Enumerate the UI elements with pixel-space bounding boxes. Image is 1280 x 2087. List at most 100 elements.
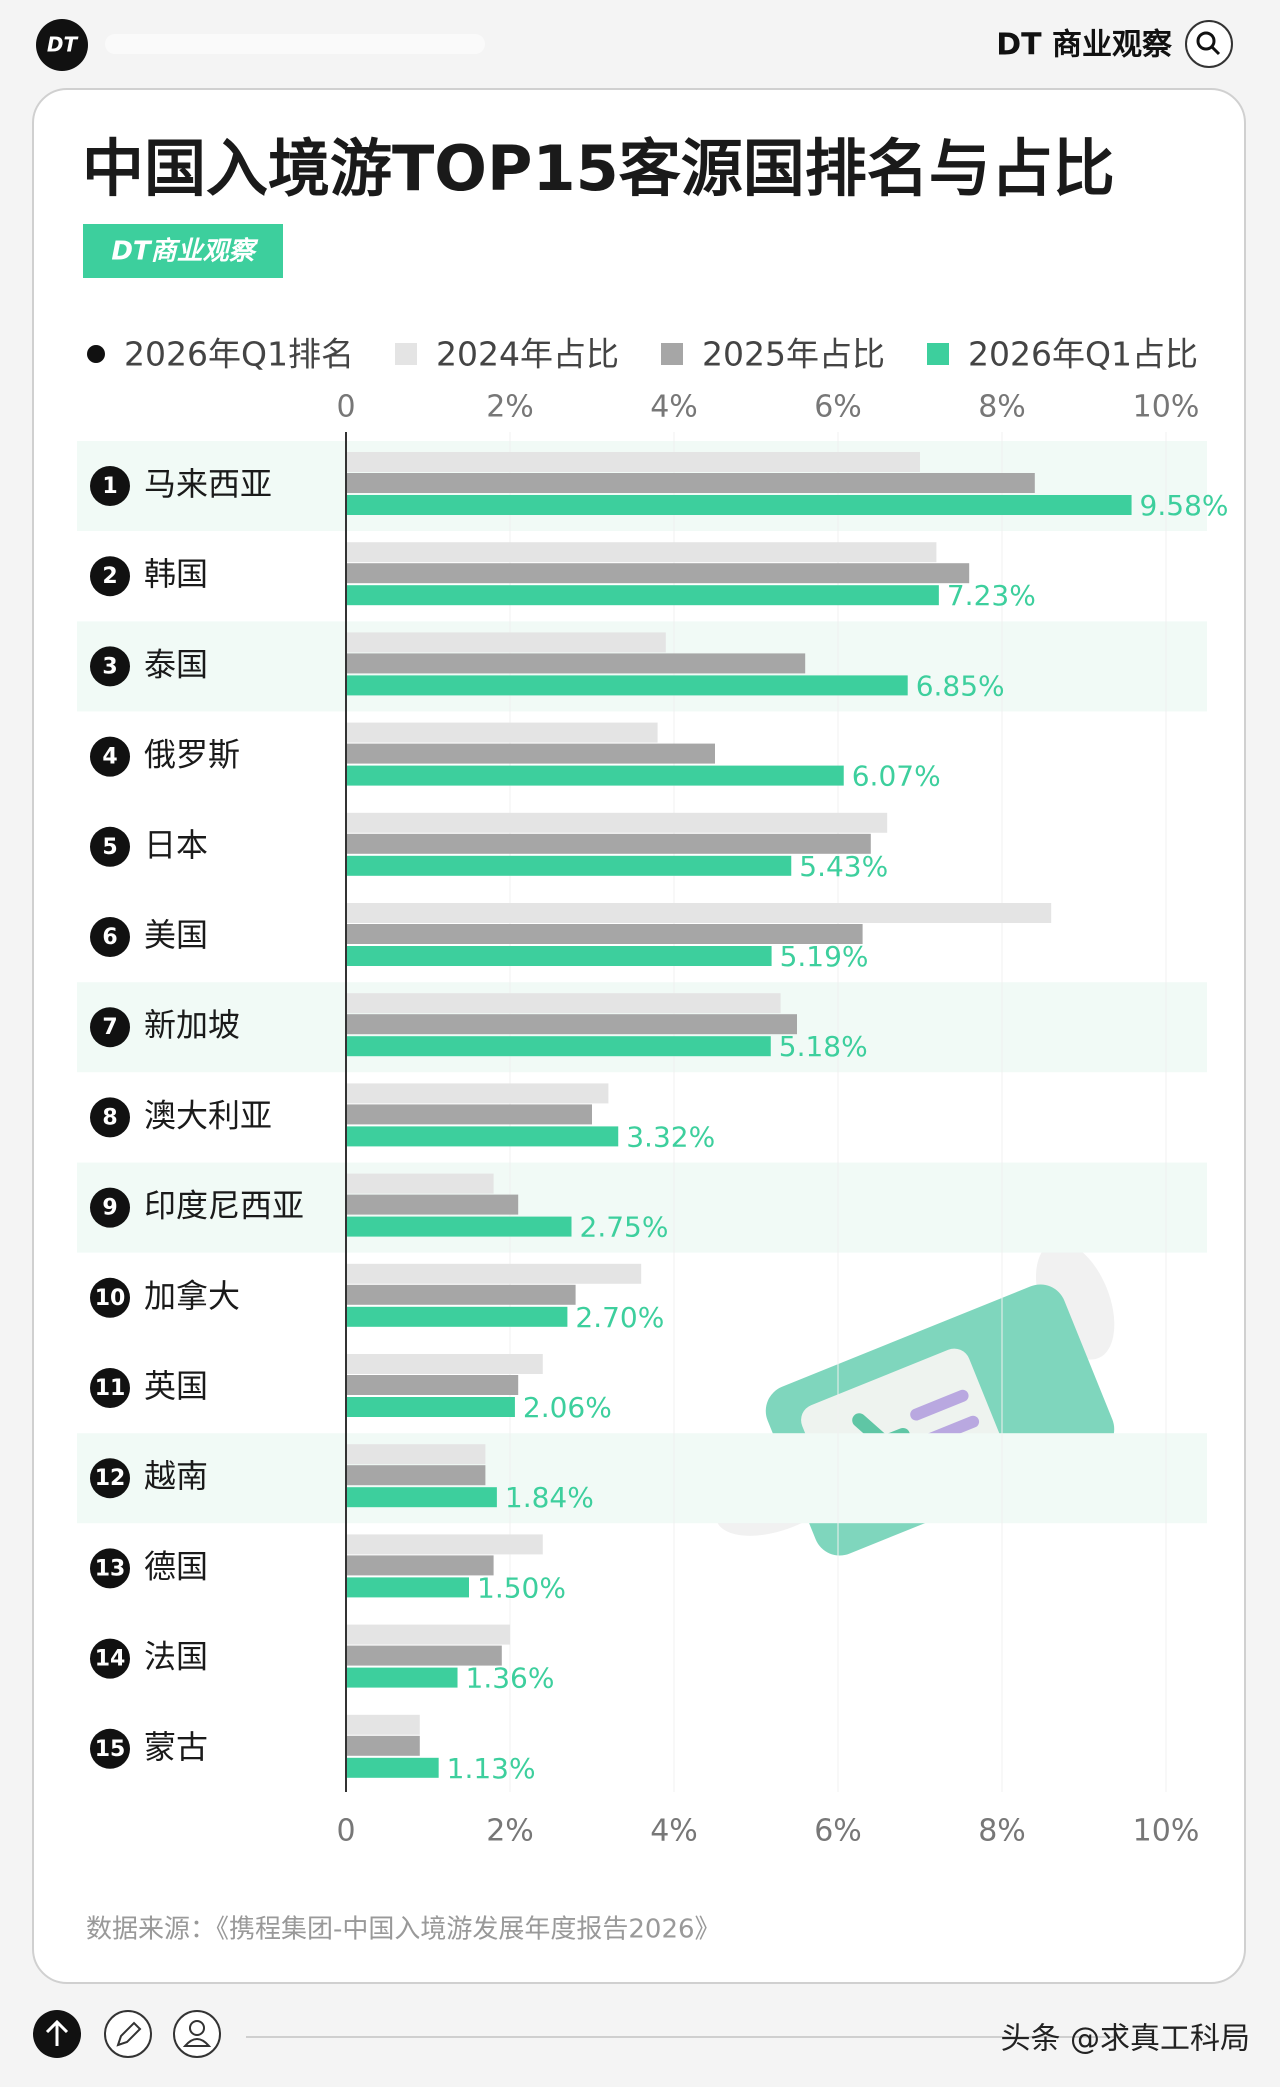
rank: 9: [102, 1196, 117, 1221]
bar: [346, 855, 792, 876]
ticket-line: [910, 1389, 969, 1421]
bar: [346, 833, 871, 854]
rank: 4: [102, 745, 117, 770]
app-logo[interactable]: [36, 19, 88, 71]
x-tick-label: 8%: [978, 1814, 1026, 1849]
x-tick-label: 0: [336, 390, 355, 425]
rank: 7: [102, 1015, 117, 1040]
y-tick-label: 马来西亚: [144, 465, 272, 503]
rank-badge: [90, 1548, 130, 1589]
bar: [346, 993, 781, 1014]
x-tick-label: 4%: [650, 1814, 698, 1849]
user-icon: [189, 2020, 205, 2036]
value-label: 2.70%: [575, 1301, 664, 1334]
value-label: 1.36%: [466, 1662, 555, 1695]
value-label: 2.75%: [580, 1211, 669, 1244]
rank-badge: [90, 1187, 130, 1228]
value-label: 5.43%: [799, 850, 888, 883]
y-tick-label: 蒙古: [144, 1728, 208, 1766]
search-icon: [1210, 45, 1221, 56]
x-tick-label: 10%: [1133, 390, 1200, 425]
value-label: 3.32%: [626, 1120, 715, 1153]
y-tick-label: 日本: [144, 826, 208, 864]
bar: [346, 1577, 469, 1598]
bar: [346, 1624, 510, 1645]
bar: [346, 495, 1132, 515]
value-label: 5.19%: [780, 940, 869, 973]
y-tick-label: 俄罗斯: [144, 736, 240, 774]
rank-badge: [90, 1277, 130, 1318]
pencil-icon: [116, 2021, 142, 2047]
bar: [346, 1173, 494, 1194]
bar: [346, 473, 1035, 493]
bar: [346, 585, 939, 606]
rank-badge: [90, 736, 130, 777]
row-band: [77, 1162, 1207, 1253]
legend-label: 2026年Q1排名: [124, 335, 354, 374]
bar: [346, 1444, 486, 1465]
rank-badge: [90, 1007, 130, 1048]
x-tick-label: 10%: [1133, 1814, 1200, 1849]
bar: [346, 1126, 619, 1147]
bar: [346, 1194, 519, 1215]
legend-label: 2026年Q1占比: [968, 335, 1198, 374]
value-label: 2.06%: [523, 1391, 612, 1424]
rank-badge: [90, 1638, 130, 1679]
value-label: 6.07%: [852, 760, 941, 793]
rank: 14: [95, 1647, 126, 1672]
chart-title: 中国入境游TOP15客源国排名与占比: [82, 132, 1115, 205]
bar: [346, 1667, 458, 1688]
rank-badge: [90, 466, 130, 506]
rank: 10: [95, 1286, 126, 1311]
y-tick-label: 泰国: [144, 645, 208, 683]
bar: [346, 1104, 592, 1125]
x-tick-label: 8%: [978, 390, 1026, 425]
bar: [346, 946, 772, 966]
rank: 1: [102, 474, 117, 499]
bar: [346, 1555, 494, 1576]
rank-badge: [90, 1368, 130, 1408]
legend-swatch: [927, 343, 949, 365]
bar: [346, 632, 666, 653]
bar: [346, 653, 806, 674]
source: 数据来源：《携程集团-中国入境游发展年度报告2026》: [86, 1915, 721, 1945]
bar: [346, 1306, 568, 1327]
bar: [346, 452, 920, 472]
bar: [346, 563, 970, 584]
bar: [346, 1375, 519, 1395]
rank: 13: [95, 1556, 126, 1581]
rank-badge: [90, 826, 130, 867]
badge: DT商业观察: [111, 237, 258, 267]
legend-swatch: [395, 343, 417, 365]
blurred-field: [105, 34, 485, 54]
value-label: 7.23%: [947, 579, 1036, 612]
rank: 5: [102, 835, 117, 860]
y-tick-label: 越南: [144, 1457, 208, 1495]
x-tick-label: 2%: [486, 390, 534, 425]
y-tick-label: 英国: [144, 1367, 208, 1405]
bar: [346, 765, 844, 786]
bar: [346, 722, 658, 743]
badge-bg: [83, 224, 283, 278]
y-tick-label: 法国: [144, 1638, 208, 1676]
chart: 2026年Q1排名 2024年占比 2025年占比 2026年Q1占比 0 0 2% 2% 4%…: [77, 335, 1229, 1849]
bar: [346, 1083, 609, 1104]
search-button[interactable]: [1185, 20, 1233, 68]
arrow-icon: [45, 2019, 69, 2046]
bar: [346, 1397, 515, 1417]
value-label: 1.84%: [505, 1481, 594, 1514]
bar: [346, 1354, 543, 1374]
x-tick-label: 0: [336, 1814, 355, 1849]
header-brand: DT 商业观察: [996, 28, 1173, 63]
bar: [346, 1284, 576, 1305]
edit-button[interactable]: [104, 2010, 152, 2058]
bar: [346, 675, 908, 696]
rank-badge: [90, 556, 130, 597]
rank: 3: [102, 654, 117, 679]
rank-badge: [90, 917, 130, 957]
author: 头条 @求真工科局: [1000, 2022, 1250, 2057]
y-tick-label: 美国: [144, 916, 208, 954]
legend-swatch: [661, 343, 683, 365]
legend-label: 2024年占比: [436, 335, 619, 374]
